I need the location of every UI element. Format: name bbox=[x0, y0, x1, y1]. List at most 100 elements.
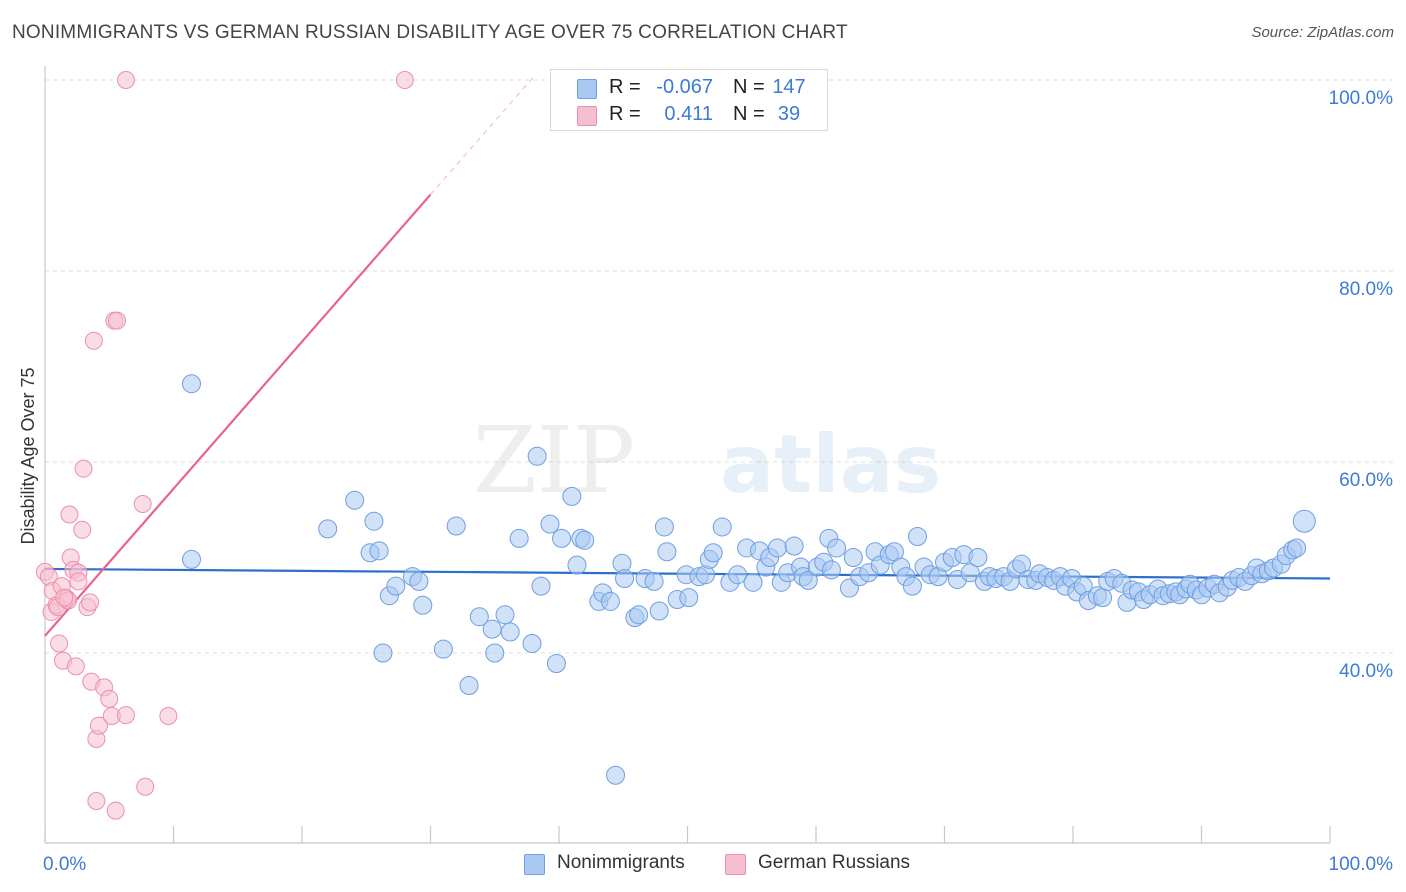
point-nonimmigrants bbox=[657, 542, 677, 562]
legend-label: Nonimmigrants bbox=[557, 852, 685, 873]
legend-r-value: -0.067 bbox=[656, 76, 713, 98]
watermark-atlas: atlas bbox=[720, 418, 941, 511]
source-label: Source: ZipAtlas.com bbox=[1251, 24, 1394, 41]
point-nonimmigrants bbox=[1287, 538, 1307, 558]
point-nonimmigrants bbox=[540, 514, 560, 534]
point-nonimmigrants bbox=[318, 519, 338, 539]
point-nonimmigrants bbox=[821, 560, 841, 580]
point-nonimmigrants bbox=[446, 516, 466, 536]
point-nonimmigrants bbox=[575, 530, 595, 550]
point-nonimmigrants bbox=[743, 572, 763, 592]
point-german-russians bbox=[107, 311, 126, 330]
y-tick-labels: 40.0% 60.0% 80.0% 100.0% bbox=[1329, 88, 1394, 682]
point-nonimmigrants bbox=[181, 374, 201, 394]
point-nonimmigrants bbox=[1093, 588, 1113, 608]
point-german-russians bbox=[55, 588, 74, 607]
point-nonimmigrants bbox=[527, 446, 547, 466]
trend-line-german-russians bbox=[44, 193, 432, 637]
point-nonimmigrants bbox=[827, 538, 847, 558]
legend-row-german-russians: R = 0.411 N = 39 bbox=[551, 102, 827, 128]
point-german-russians bbox=[87, 792, 106, 811]
point-german-russians bbox=[73, 520, 92, 539]
point-nonimmigrants bbox=[364, 511, 384, 531]
point-nonimmigrants bbox=[562, 486, 582, 506]
point-nonimmigrants bbox=[606, 765, 626, 785]
point-nonimmigrants bbox=[482, 619, 502, 639]
point-german-russians bbox=[133, 495, 152, 514]
point-german-russians bbox=[106, 801, 125, 820]
series-legend: Nonimmigrants German Russians bbox=[0, 851, 1406, 877]
point-nonimmigrants bbox=[644, 571, 664, 591]
y-axis-label: Disability Age Over 75 bbox=[18, 367, 38, 544]
legend-swatch-blue bbox=[577, 79, 597, 99]
point-nonimmigrants bbox=[629, 605, 649, 625]
legend-r-label: R = bbox=[609, 76, 641, 98]
series-nonimmigrants bbox=[181, 374, 1316, 785]
legend-r-value: 0.411 bbox=[664, 103, 713, 125]
point-german-russians bbox=[80, 593, 99, 612]
point-nonimmigrants bbox=[469, 607, 489, 627]
trend-lines bbox=[44, 76, 1331, 637]
point-nonimmigrants bbox=[968, 548, 988, 567]
x-tick-label-min: 0.0% bbox=[43, 854, 86, 875]
trend-line-extension bbox=[430, 76, 534, 195]
point-nonimmigrants bbox=[522, 633, 542, 653]
point-german-russians bbox=[116, 706, 135, 725]
point-german-russians bbox=[395, 71, 414, 89]
point-nonimmigrants bbox=[531, 576, 551, 596]
point-german-russians bbox=[50, 634, 69, 653]
point-nonimmigrants bbox=[369, 541, 389, 561]
point-nonimmigrants bbox=[654, 517, 674, 537]
point-nonimmigrants bbox=[615, 569, 635, 589]
series-german-russians bbox=[36, 71, 414, 820]
point-nonimmigrants bbox=[767, 538, 787, 558]
point-nonimmigrants bbox=[600, 591, 620, 611]
gridlines bbox=[45, 79, 1395, 654]
point-nonimmigrants bbox=[459, 675, 479, 695]
legend-swatch-pink bbox=[725, 854, 746, 875]
point-nonimmigrants bbox=[552, 528, 572, 548]
point-nonimmigrants bbox=[679, 588, 699, 608]
point-nonimmigrants bbox=[902, 576, 922, 596]
point-nonimmigrants bbox=[373, 643, 393, 663]
point-nonimmigrants bbox=[908, 526, 928, 546]
point-nonimmigrants bbox=[712, 517, 732, 537]
point-german-russians bbox=[60, 505, 79, 524]
y-tick-label: 80.0% bbox=[1339, 279, 1393, 300]
point-german-russians bbox=[74, 459, 93, 478]
point-nonimmigrants bbox=[413, 595, 433, 615]
legend-n-label: N = bbox=[733, 76, 765, 98]
y-tick-label: 60.0% bbox=[1339, 470, 1393, 491]
point-nonimmigrants bbox=[843, 548, 863, 567]
point-nonimmigrants bbox=[784, 536, 804, 556]
point-nonimmigrants bbox=[649, 601, 669, 621]
point-nonimmigrants bbox=[433, 639, 453, 659]
point-nonimmigrants bbox=[546, 654, 566, 674]
legend-swatch-pink bbox=[577, 106, 597, 126]
point-nonimmigrants bbox=[500, 622, 520, 642]
point-nonimmigrants bbox=[181, 549, 201, 569]
correlation-legend: R = -0.067 N = 147 R = 0.411 N = 39 bbox=[550, 69, 828, 131]
x-tick-label-max: 100.0% bbox=[1329, 854, 1394, 875]
point-nonimmigrants bbox=[960, 563, 980, 583]
legend-row-nonimmigrants: R = -0.067 N = 147 bbox=[551, 75, 827, 101]
point-german-russians bbox=[84, 331, 103, 350]
axes bbox=[44, 66, 1331, 844]
point-nonimmigrants bbox=[409, 571, 429, 591]
point-german-russians bbox=[136, 777, 155, 796]
y-tick-label: 40.0% bbox=[1339, 661, 1393, 682]
point-german-russians bbox=[116, 71, 135, 89]
point-nonimmigrants bbox=[798, 570, 818, 590]
point-nonimmigrants bbox=[345, 490, 365, 510]
point-german-russians bbox=[69, 572, 88, 591]
point-german-russians bbox=[100, 689, 119, 708]
point-nonimmigrants bbox=[495, 605, 515, 625]
point-nonimmigrants bbox=[703, 543, 723, 563]
watermark: ZIP atlas bbox=[473, 407, 941, 514]
x-tick-labels: 0.0% 100.0% bbox=[43, 854, 1393, 875]
point-nonimmigrants bbox=[728, 565, 748, 585]
point-german-russians bbox=[159, 707, 178, 726]
legend-n-value: 39 bbox=[777, 103, 801, 125]
legend-n-value: 147 bbox=[772, 76, 806, 98]
point-german-russians bbox=[89, 716, 108, 735]
